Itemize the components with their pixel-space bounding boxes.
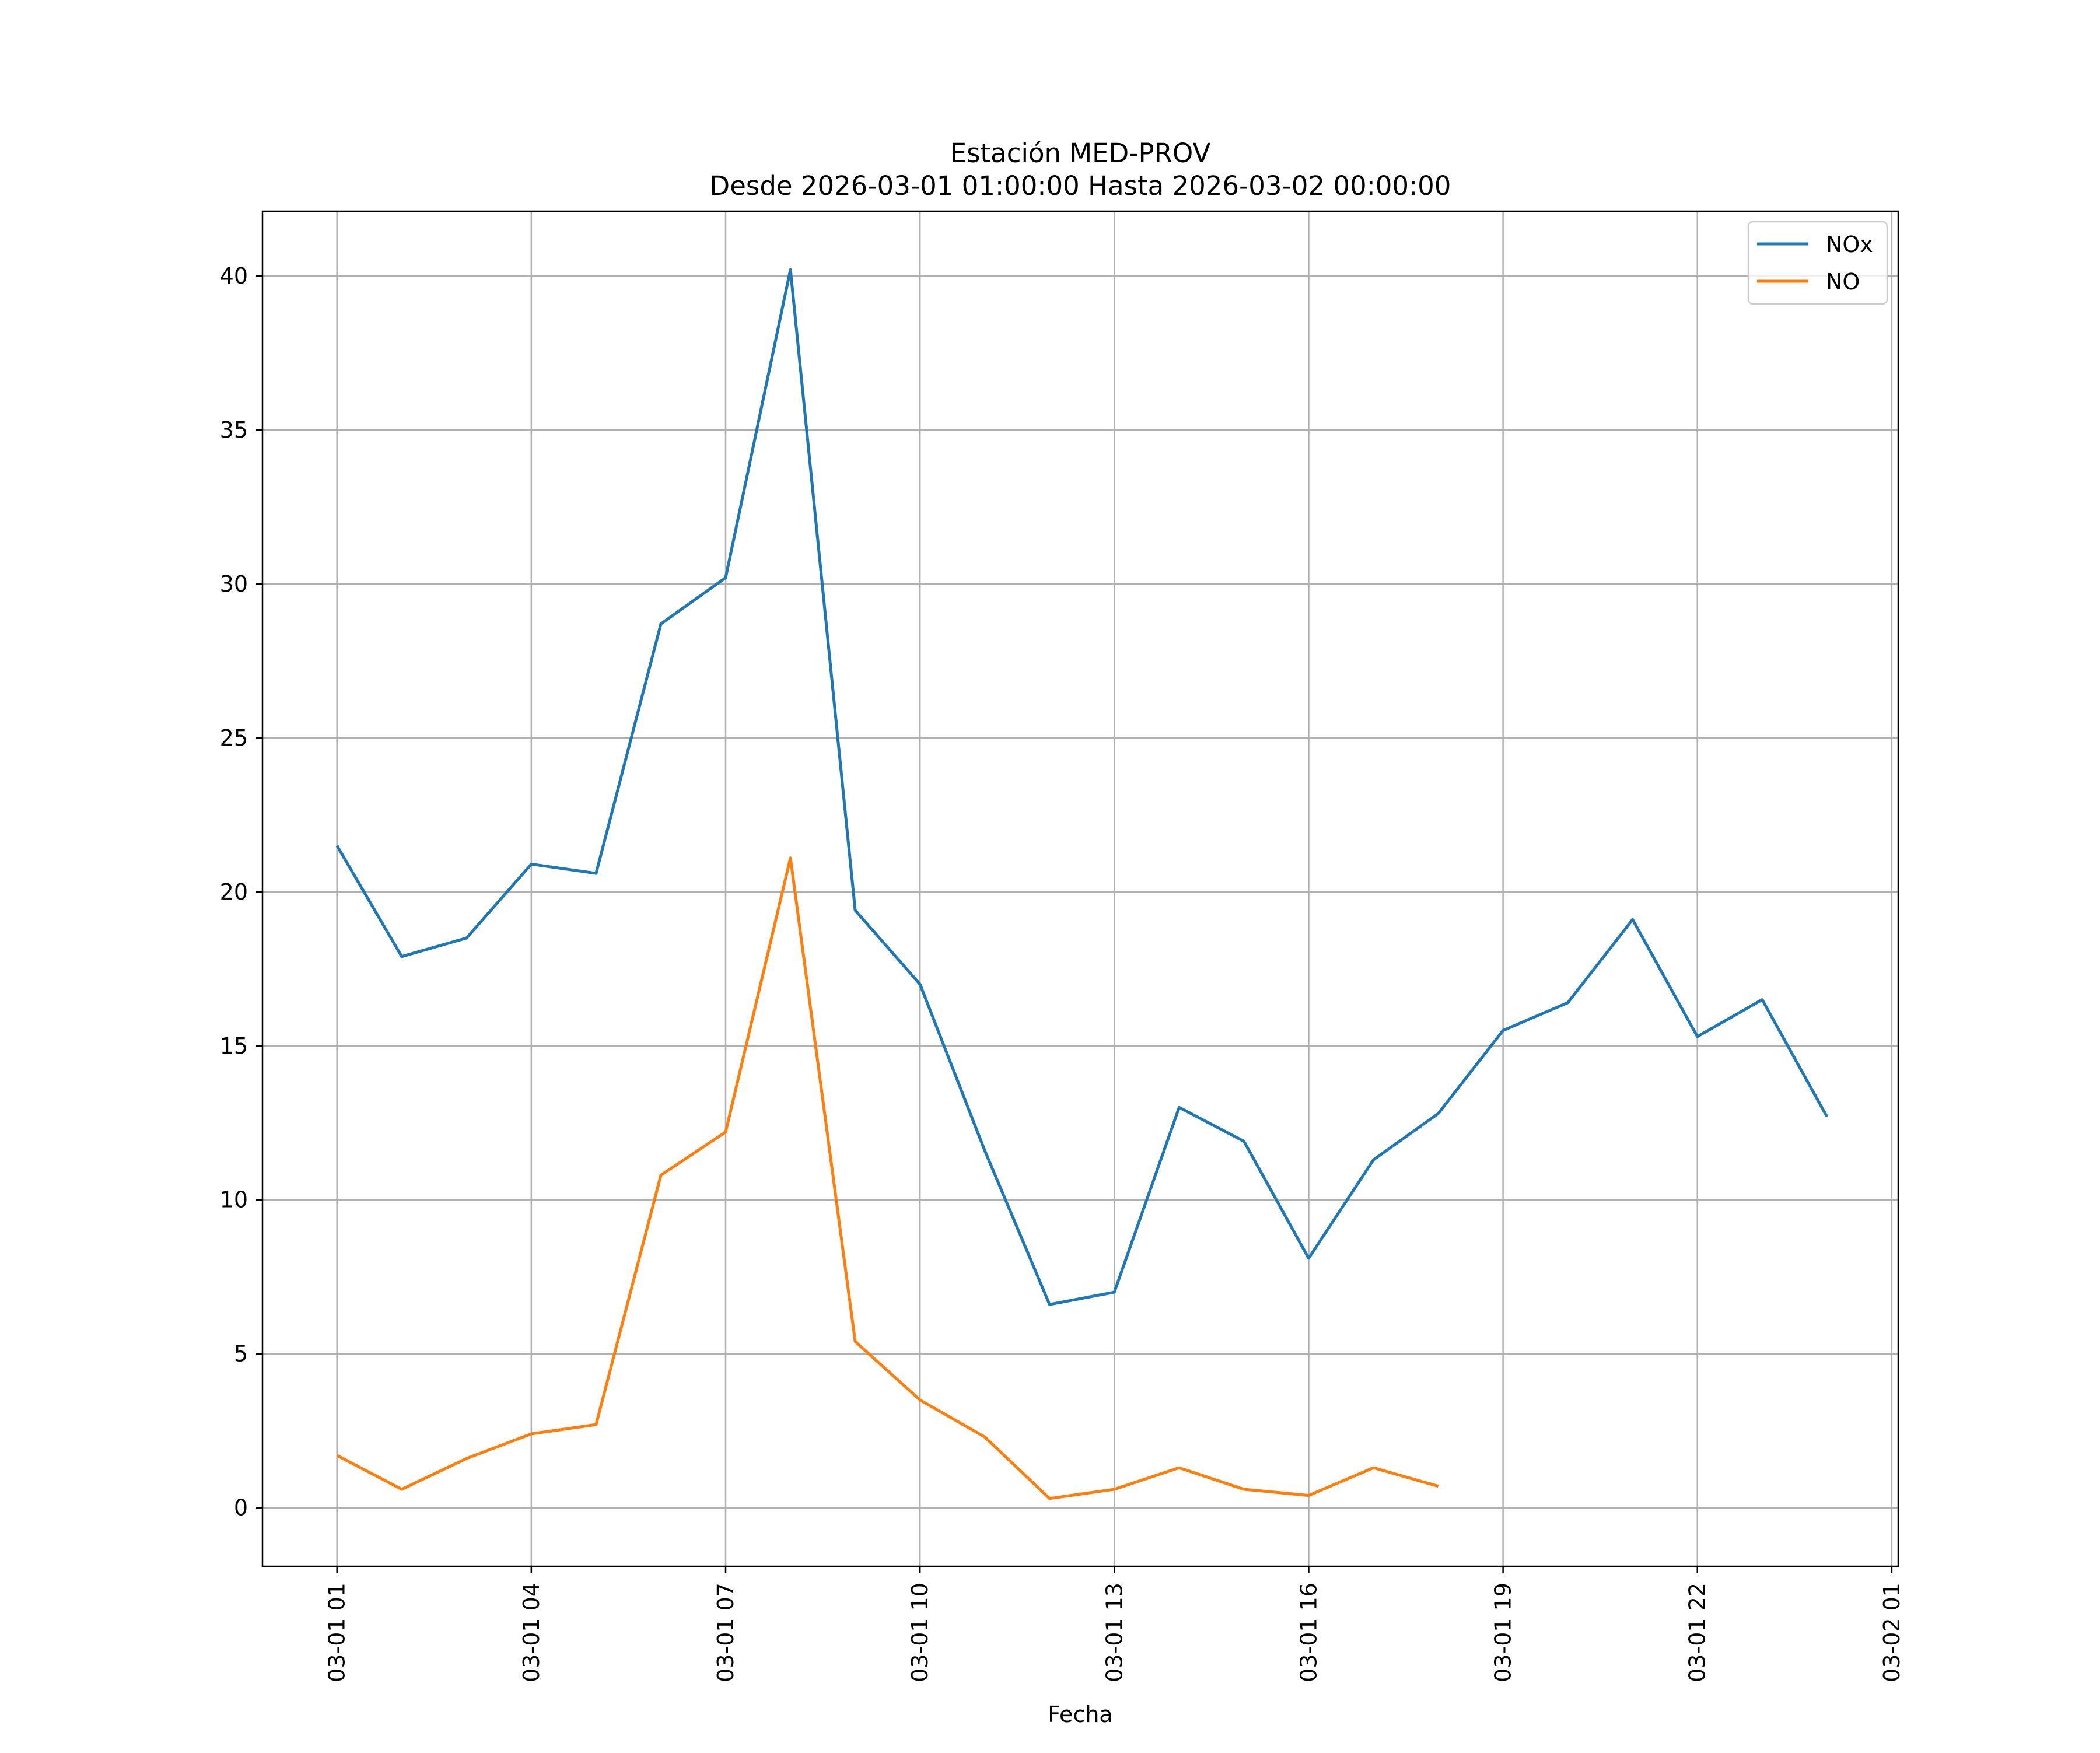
y-tick-label: 25 [220,725,248,751]
y-tick-label: 20 [220,879,248,905]
x-tick-label: 03-01 22 [1685,1583,1710,1682]
x-tick-label: 03-02 01 [1879,1583,1905,1682]
chart-title: Estación MED-PROV [950,138,1211,169]
x-tick-label: 03-01 01 [324,1583,350,1682]
y-tick-label: 5 [234,1341,248,1367]
y-tick-label: 15 [220,1033,248,1059]
chart-subtitle: Desde 2026-03-01 01:00:00 Hasta 2026-03-… [710,170,1451,201]
x-tick-label: 03-01 04 [519,1583,544,1682]
x-tick-label: 03-01 10 [907,1583,933,1682]
y-tick-label: 10 [220,1187,248,1213]
x-axis-label: Fecha [1048,1702,1112,1727]
legend: NOx NO [1748,222,1887,304]
y-tick-label: 40 [220,263,248,289]
x-tick-label: 03-01 07 [713,1583,738,1682]
legend-label-nox: NOx [1826,232,1873,257]
y-tick-label: 35 [220,417,248,443]
x-tick-label: 03-01 16 [1296,1583,1321,1682]
x-tick-label: 03-01 19 [1490,1583,1516,1682]
y-tick-label: 0 [234,1495,248,1521]
y-tick-label: 30 [220,571,248,597]
x-tick-label: 03-01 13 [1101,1583,1127,1682]
legend-label-no: NO [1826,269,1860,295]
